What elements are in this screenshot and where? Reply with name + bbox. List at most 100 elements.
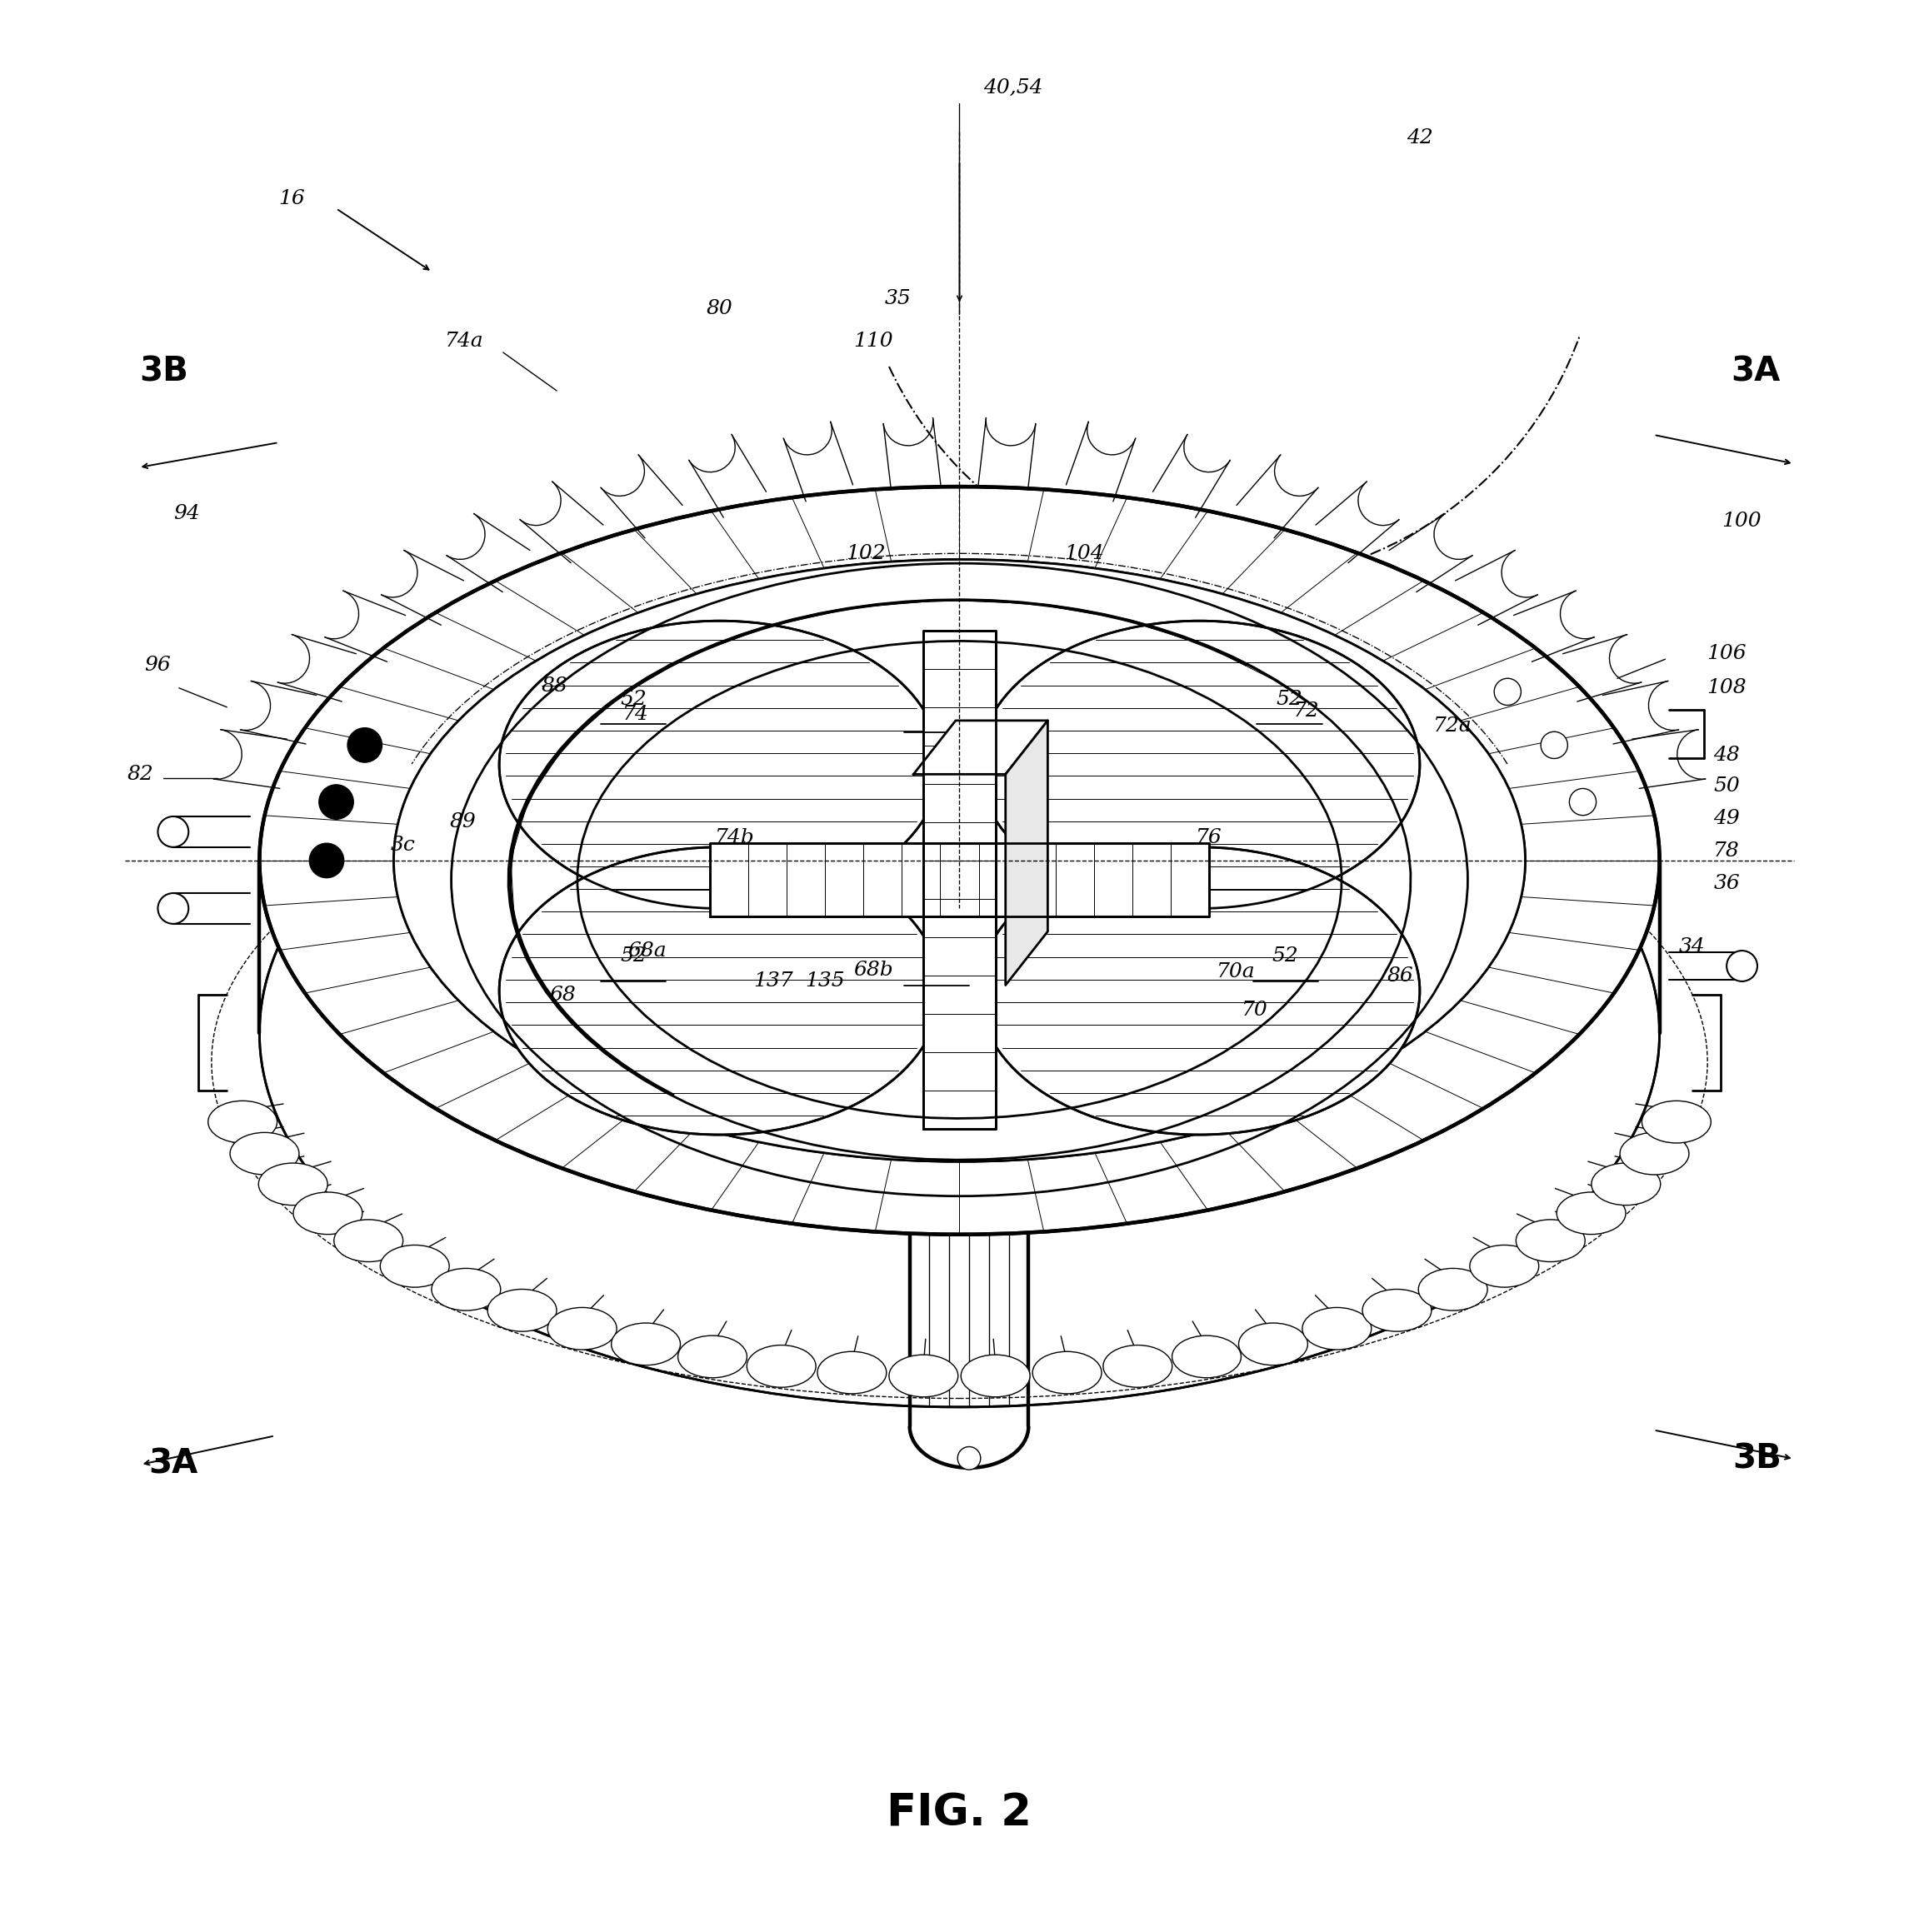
Ellipse shape [547, 1308, 616, 1350]
Ellipse shape [1470, 1244, 1539, 1287]
Text: 110: 110 [854, 330, 892, 350]
Ellipse shape [1591, 1163, 1660, 1206]
Ellipse shape [259, 487, 1660, 1235]
Text: 102: 102 [846, 545, 885, 564]
Text: 96: 96 [144, 655, 171, 674]
Ellipse shape [499, 846, 940, 1134]
Text: 68a: 68a [628, 941, 666, 960]
Text: 88: 88 [541, 676, 568, 696]
Text: 68: 68 [549, 985, 576, 1005]
Ellipse shape [1032, 1352, 1102, 1393]
Ellipse shape [334, 1219, 403, 1262]
Ellipse shape [259, 659, 1660, 1406]
Ellipse shape [979, 846, 1420, 1134]
Text: 3B: 3B [138, 355, 188, 388]
Text: FIG. 2: FIG. 2 [887, 1791, 1032, 1835]
Ellipse shape [1516, 1219, 1585, 1262]
Circle shape [347, 728, 382, 763]
Ellipse shape [207, 1101, 276, 1144]
Text: 3A: 3A [1731, 355, 1781, 388]
Text: 52: 52 [620, 690, 647, 709]
Ellipse shape [1173, 1335, 1242, 1378]
Text: 78: 78 [1714, 840, 1741, 860]
Text: 3B: 3B [1733, 1441, 1783, 1476]
Text: 74b: 74b [716, 829, 754, 846]
Text: 52: 52 [923, 697, 950, 717]
Polygon shape [710, 842, 1209, 916]
Circle shape [1541, 732, 1568, 759]
Ellipse shape [294, 1192, 363, 1235]
Ellipse shape [487, 1289, 557, 1331]
Circle shape [309, 842, 344, 877]
Ellipse shape [1418, 1267, 1487, 1310]
Circle shape [319, 784, 353, 819]
Text: 72b: 72b [1146, 858, 1184, 877]
Ellipse shape [230, 1132, 299, 1175]
Text: 50: 50 [1714, 777, 1741, 796]
Text: 137: 137 [754, 972, 793, 991]
Text: 106: 106 [1706, 643, 1746, 663]
Text: 36: 36 [1714, 873, 1741, 893]
Text: 72a: 72a [1433, 717, 1472, 736]
Circle shape [958, 1447, 981, 1470]
Ellipse shape [677, 1335, 746, 1378]
Text: 49: 49 [1714, 810, 1741, 829]
Ellipse shape [1556, 1192, 1625, 1235]
Text: 89: 89 [449, 813, 476, 833]
Ellipse shape [1362, 1289, 1432, 1331]
Text: 3c: 3c [391, 837, 416, 854]
Ellipse shape [259, 1163, 328, 1206]
Ellipse shape [157, 893, 188, 923]
Text: 42: 42 [1407, 128, 1433, 147]
Text: 74: 74 [622, 705, 649, 724]
Text: 74a: 74a [445, 330, 484, 350]
Ellipse shape [1643, 1101, 1712, 1144]
Text: 70b: 70b [917, 852, 956, 871]
Text: 70: 70 [1242, 1001, 1268, 1020]
Text: 3A: 3A [148, 1447, 198, 1482]
Text: 70a: 70a [1217, 962, 1255, 981]
Text: 72: 72 [1293, 701, 1320, 721]
Ellipse shape [817, 1352, 887, 1393]
Circle shape [1495, 678, 1522, 705]
Text: 94: 94 [173, 504, 200, 524]
Text: 86: 86 [1387, 966, 1414, 985]
Text: 52: 52 [1272, 947, 1299, 966]
Ellipse shape [1303, 1308, 1372, 1350]
Polygon shape [1006, 721, 1048, 985]
Text: 68b: 68b [854, 960, 892, 980]
Text: 48: 48 [1714, 746, 1741, 765]
Text: 16: 16 [278, 189, 305, 209]
Ellipse shape [393, 560, 1526, 1161]
Polygon shape [923, 630, 996, 1128]
Text: 40,54: 40,54 [983, 77, 1044, 97]
Ellipse shape [961, 1354, 1031, 1397]
Ellipse shape [979, 620, 1420, 908]
Ellipse shape [393, 560, 1526, 1161]
Text: 80: 80 [706, 299, 733, 319]
Text: 104: 104 [1065, 545, 1103, 564]
Ellipse shape [612, 1323, 681, 1366]
Text: 108: 108 [1706, 678, 1746, 697]
Text: 35: 35 [885, 290, 912, 309]
Ellipse shape [157, 817, 188, 846]
Ellipse shape [432, 1267, 501, 1310]
Text: 52: 52 [1276, 690, 1303, 709]
Text: 82: 82 [127, 765, 154, 784]
Text: 135: 135 [806, 972, 844, 991]
Text: 34: 34 [1679, 937, 1706, 956]
Ellipse shape [380, 1244, 449, 1287]
Ellipse shape [1727, 951, 1758, 981]
Ellipse shape [1620, 1132, 1689, 1175]
Ellipse shape [1103, 1345, 1173, 1387]
Circle shape [1570, 788, 1597, 815]
Ellipse shape [1238, 1323, 1307, 1366]
Text: 52: 52 [620, 947, 647, 966]
Ellipse shape [746, 1345, 816, 1387]
Ellipse shape [888, 1354, 958, 1397]
Text: 100: 100 [1721, 512, 1762, 531]
Polygon shape [913, 721, 1048, 775]
Ellipse shape [499, 620, 940, 908]
Text: 52: 52 [923, 951, 950, 970]
Ellipse shape [910, 1036, 1029, 1088]
